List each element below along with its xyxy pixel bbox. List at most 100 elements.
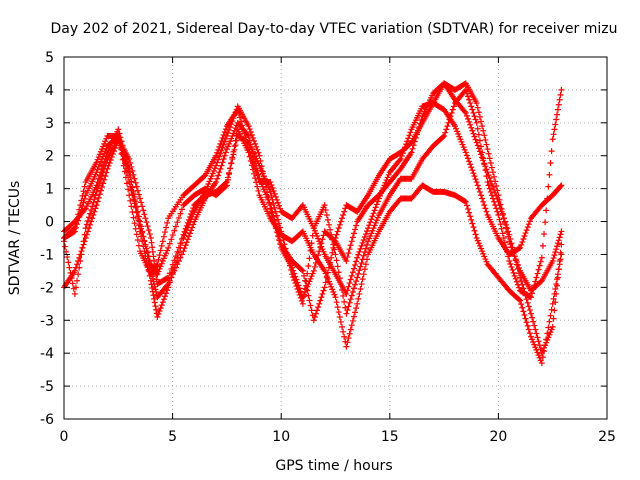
data-point	[304, 270, 311, 277]
data-point	[283, 249, 290, 256]
data-point	[533, 330, 540, 337]
data-point	[547, 312, 554, 319]
data-point	[558, 228, 565, 235]
data-point	[218, 162, 225, 169]
data-point	[100, 143, 107, 150]
data-point	[532, 344, 539, 351]
data-point	[308, 273, 315, 280]
data-point	[211, 165, 218, 172]
data-point	[346, 246, 353, 253]
data-point	[489, 195, 496, 202]
data-point	[168, 265, 175, 272]
data-point	[145, 227, 152, 234]
data-point	[353, 305, 360, 312]
data-point	[495, 211, 502, 218]
data-point	[133, 183, 140, 190]
data-point	[526, 218, 533, 225]
data-point	[155, 311, 162, 318]
data-point	[459, 141, 466, 148]
data-point	[463, 202, 470, 209]
data-point	[233, 137, 240, 144]
data-point	[352, 309, 359, 316]
data-point	[228, 135, 235, 142]
data-point	[155, 256, 162, 263]
data-point	[265, 194, 272, 201]
data-point	[265, 183, 272, 190]
data-point	[340, 328, 347, 335]
data-point	[81, 231, 88, 238]
data-point	[359, 276, 366, 283]
data-point	[94, 156, 101, 163]
data-point	[305, 292, 312, 299]
data-point	[76, 254, 83, 261]
data-point	[229, 132, 236, 139]
data-point	[131, 220, 138, 227]
data-point	[473, 100, 480, 107]
data-point	[93, 188, 100, 195]
data-point	[333, 231, 340, 238]
data-point	[496, 216, 503, 223]
data-point	[558, 251, 565, 258]
data-point	[518, 301, 525, 308]
data-point	[353, 278, 360, 285]
data-point	[248, 131, 255, 138]
data-point	[359, 239, 366, 246]
data-point	[101, 165, 108, 172]
data-point	[142, 215, 149, 222]
data-point	[328, 283, 335, 290]
data-point	[519, 304, 526, 311]
data-point	[482, 256, 489, 263]
data-point	[166, 270, 173, 277]
data-point	[344, 254, 351, 261]
data-point	[127, 197, 134, 204]
data-point	[478, 118, 485, 125]
data-point	[185, 233, 192, 240]
data-point	[553, 281, 560, 288]
data-point	[455, 131, 462, 138]
data-point	[252, 165, 259, 172]
data-point	[556, 96, 563, 103]
data-point	[214, 159, 221, 166]
data-point	[548, 306, 555, 313]
data-point	[215, 172, 222, 179]
data-point	[159, 238, 166, 245]
data-point	[151, 258, 158, 265]
data-point	[535, 352, 542, 359]
data-point	[504, 248, 511, 255]
data-point	[268, 192, 275, 199]
data-point	[77, 258, 84, 265]
data-point	[554, 240, 561, 247]
data-point	[337, 318, 344, 325]
data-point	[174, 219, 181, 226]
y-tick-label: 0	[45, 215, 54, 231]
data-point	[536, 354, 543, 361]
data-point	[463, 112, 470, 119]
data-point	[347, 242, 354, 249]
data-point	[164, 287, 171, 294]
data-point	[254, 172, 261, 179]
data-point	[131, 175, 138, 182]
data-point	[129, 209, 136, 216]
data-point	[152, 303, 159, 310]
data-point	[103, 159, 110, 166]
data-point	[337, 218, 344, 225]
data-point	[99, 172, 106, 179]
data-point	[331, 291, 338, 298]
data-point	[535, 266, 542, 273]
data-point	[551, 252, 558, 259]
data-point	[442, 129, 449, 136]
data-point	[417, 120, 424, 127]
data-point	[400, 147, 407, 154]
data-point	[481, 253, 488, 260]
data-point	[518, 241, 525, 248]
data-point	[473, 139, 480, 146]
data-point	[216, 153, 223, 160]
data-point	[554, 106, 561, 113]
data-point	[479, 149, 486, 156]
x-tick-label: 10	[272, 429, 290, 445]
data-point	[219, 144, 226, 151]
data-point	[97, 148, 104, 155]
data-point	[232, 142, 239, 149]
data-point	[551, 290, 558, 297]
data-point	[507, 260, 514, 267]
